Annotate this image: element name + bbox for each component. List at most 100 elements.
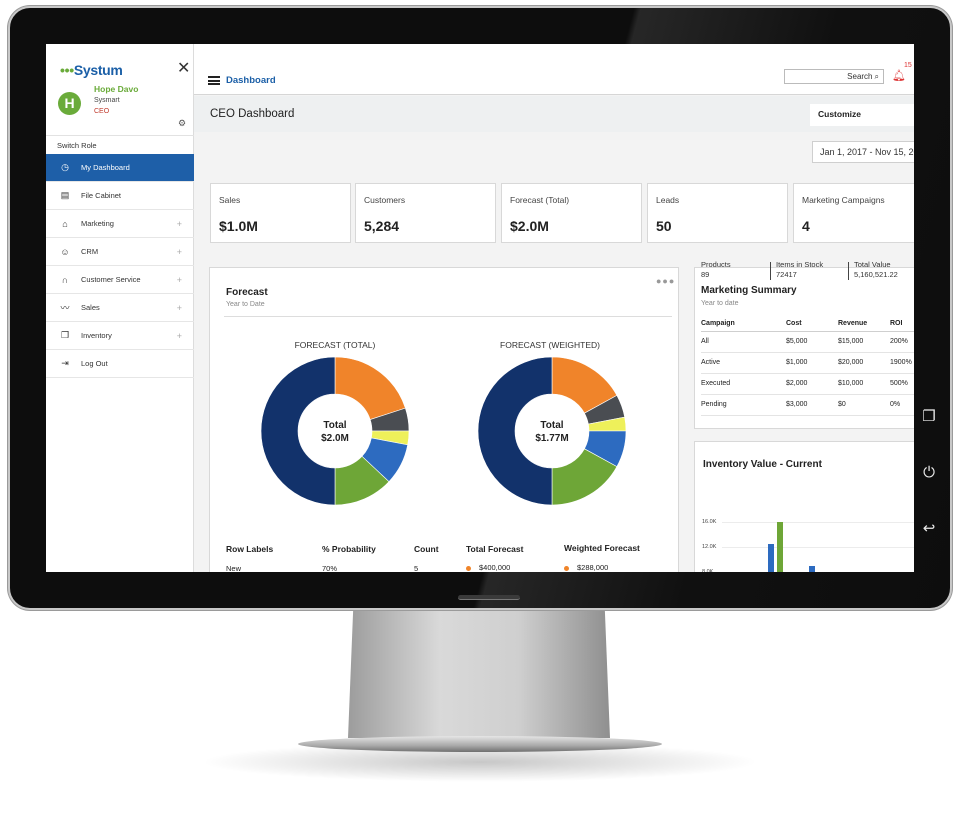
sidebar-item-file-cabinet[interactable]: ▤ File Cabinet — [46, 182, 194, 210]
sidebar-item-inventory[interactable]: ❒ Inventory + — [46, 322, 194, 350]
people-icon: ☺ — [60, 246, 70, 257]
sidebar-item-customer-service[interactable]: ∩ Customer Service + — [46, 266, 194, 294]
systum-logo: •••Systum — [60, 62, 123, 78]
kpi-label: Marketing Campaigns — [802, 195, 885, 205]
window-switch-icon[interactable]: ❐ — [922, 408, 936, 425]
kpi-card-marketing-campaigns[interactable]: Marketing Campaigns 4 — [793, 183, 914, 243]
table-cell: $288,000 — [564, 563, 608, 572]
search-icon[interactable]: ⌕ — [874, 72, 879, 81]
kpi-label: Forecast (Total) — [510, 195, 570, 205]
table-cell: Pending — [701, 394, 786, 416]
donut-slice[interactable] — [477, 356, 553, 506]
table-cell: New — [226, 564, 242, 572]
donut-center-label: Total — [540, 420, 564, 431]
legend-dot — [564, 565, 569, 571]
sidebar-item-log-out[interactable]: ⇥ Log Out — [46, 350, 194, 378]
inventory-bar[interactable] — [768, 543, 774, 572]
table-cell: Active — [701, 352, 786, 374]
sidebar-item-label: File Cabinet — [81, 191, 122, 200]
kpi-card-sales[interactable]: Sales $1.0M — [210, 183, 351, 243]
sidebar-item-sales[interactable]: 〰 Sales + — [46, 294, 194, 322]
inventory-stat: Items in Stock 72417 — [776, 260, 824, 279]
customize-button[interactable]: Customize — [810, 104, 914, 126]
divider — [770, 262, 771, 280]
close-sidebar-icon[interactable]: ✕ — [177, 60, 191, 77]
page-title: CEO Dashboard — [210, 108, 295, 120]
table-cell: 200% — [890, 331, 914, 353]
gridline — [722, 547, 914, 548]
donut-center-value: $2.0M — [321, 433, 349, 444]
table-header: Weighted Forecast — [564, 543, 640, 553]
expand-plus-icon[interactable]: + — [176, 274, 182, 285]
expand-plus-icon[interactable]: + — [176, 330, 182, 341]
chart-title: FORECAST (TOTAL) — [294, 340, 376, 350]
table-row[interactable]: Active $1,000 $20,000 1900% — [701, 352, 914, 374]
date-range-picker[interactable]: Jan 1, 2017 - Nov 15, 2017 — [812, 141, 914, 163]
table-row[interactable]: All $5,000 $15,000 200% — [701, 331, 914, 353]
bell-icon[interactable]: 🔔︎ — [892, 70, 906, 82]
table-cell: $1,000 — [786, 352, 838, 374]
expand-plus-icon[interactable]: + — [176, 218, 182, 229]
sidebar-item-crm[interactable]: ☺ CRM + — [46, 238, 194, 266]
boxes-icon: ❒ — [60, 330, 70, 340]
divider — [224, 316, 672, 317]
table-header: Count — [414, 544, 439, 554]
user-role: CEO — [94, 108, 110, 115]
table-row[interactable]: Executed $2,000 $10,000 500% — [701, 373, 914, 395]
inventory-stat: Products 89 — [701, 260, 731, 279]
kpi-card-customers[interactable]: Customers 5,284 — [355, 183, 496, 243]
table-cell: 0% — [890, 394, 914, 416]
briefcase-icon: ⌂ — [62, 218, 68, 229]
back-icon[interactable]: ↩ — [922, 520, 936, 537]
dashboard-gauge-icon: ◷ — [61, 162, 69, 172]
breadcrumb-title[interactable]: Dashboard — [226, 75, 276, 86]
monitor-bezel: ❐ ⏻ ↩ •••Systum ✕ H Hope Davo Sysmart CE… — [8, 6, 952, 610]
search-input[interactable]: Search ⌕ — [784, 69, 884, 84]
divider — [848, 262, 849, 280]
sidebar: •••Systum ✕ H Hope Davo Sysmart CEO ⚙ Sw… — [46, 44, 194, 572]
sidebar-item-label: Inventory — [81, 331, 112, 340]
sidebar-item-marketing[interactable]: ⌂ Marketing + — [46, 210, 194, 238]
switch-role-link[interactable]: Switch Role — [46, 135, 194, 155]
avatar[interactable]: H — [58, 92, 81, 115]
kpi-card-forecast-total[interactable]: Forecast (Total) $2.0M — [501, 183, 642, 243]
column-header: Revenue — [838, 316, 890, 332]
forecast-weighted-donut — [477, 356, 627, 506]
gear-icon[interactable]: ⚙ — [178, 118, 187, 128]
donut-slice[interactable] — [260, 356, 336, 506]
column-header: ROI — [890, 316, 914, 332]
donut-center-label: Total — [323, 420, 347, 431]
panel-subtitle: Year to Date — [226, 301, 265, 308]
sidebar-nav: ◷ My Dashboard ▤ File Cabinet ⌂ Marketing + ☺ CR… — [46, 154, 194, 378]
column-header: Campaign — [701, 316, 786, 332]
kpi-value: 50 — [656, 218, 672, 234]
table-cell: 500% — [890, 373, 914, 395]
table-cell: $10,000 — [838, 373, 890, 395]
panel-title: Marketing Summary — [701, 285, 797, 296]
marketing-table: Campaign Cost Revenue ROI All $5,000 $15,0… — [701, 316, 914, 416]
kpi-label: Leads — [656, 195, 680, 205]
hamburger-menu-icon[interactable] — [208, 76, 220, 85]
inventory-bar[interactable] — [809, 565, 815, 572]
more-options-icon[interactable]: ●●● — [656, 276, 676, 286]
home-button[interactable] — [458, 595, 520, 600]
sidebar-item-my-dashboard[interactable]: ◷ My Dashboard — [46, 154, 194, 182]
table-cell: 1900% — [890, 352, 914, 374]
power-icon[interactable]: ⏻ — [923, 464, 935, 481]
panel-title: Inventory Value - Current — [703, 459, 822, 470]
kpi-value: 4 — [802, 218, 810, 234]
table-row[interactable]: Pending $3,000 $0 0% — [701, 394, 914, 416]
table-cell: All — [701, 331, 786, 353]
expand-plus-icon[interactable]: + — [176, 246, 182, 257]
top-bar: Dashboard Search ⌕ 🔔︎ 15 — [194, 44, 914, 95]
inventory-bar[interactable] — [777, 522, 783, 572]
kpi-value: $1.0M — [219, 218, 258, 234]
table-cell: $5,000 — [786, 331, 838, 353]
donut-slice[interactable] — [334, 356, 406, 420]
table-cell: $400,000 — [466, 563, 510, 572]
expand-plus-icon[interactable]: + — [176, 302, 182, 313]
table-cell: 5 — [414, 564, 419, 572]
table-cell: $2,000 — [786, 373, 838, 395]
notification-badge: 15 — [904, 62, 912, 69]
kpi-card-leads[interactable]: Leads 50 — [647, 183, 788, 243]
